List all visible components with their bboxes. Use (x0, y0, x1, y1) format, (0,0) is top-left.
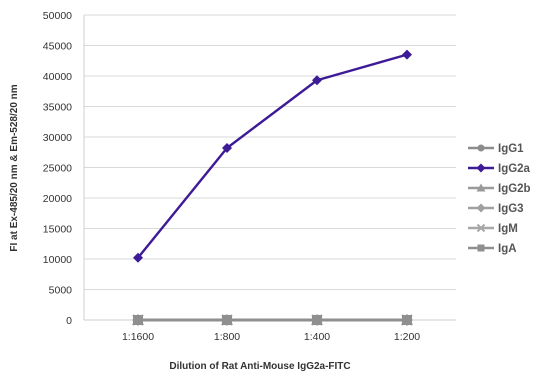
legend: IgG1 IgG2a IgG2b IgG3 IgM IgA (468, 143, 531, 255)
series-line (137, 53, 408, 259)
x-tick-label: 1:200 (394, 331, 420, 343)
y-tick-labels: 0 5000 10000 15000 20000 25000 30000 35000 40000… (43, 10, 72, 327)
y-axis-title: FI at Ex-485/20 nm & Em-528/20 nm (9, 84, 20, 251)
legend-label: IgG1 (498, 143, 524, 155)
legend-marker (477, 244, 485, 252)
series-iga (133, 315, 412, 325)
x-tick-labels: 1:1600 1:800 1:400 1:200 (122, 331, 420, 343)
y-tick-label: 35000 (43, 102, 72, 114)
x-tick-label: 1:800 (214, 331, 240, 343)
x-tick-label: 1:400 (304, 331, 330, 343)
legend-label: IgG2a (498, 163, 531, 175)
legend-item-igm: IgM (468, 223, 518, 235)
y-tick-label: 10000 (43, 254, 72, 266)
legend-label: IgG2b (498, 183, 531, 195)
y-tick-label: 25000 (43, 163, 72, 175)
legend-marker (476, 203, 486, 213)
y-tick-label: 0 (66, 315, 72, 327)
x-tick-label: 1:1600 (122, 331, 154, 343)
data-point (222, 142, 232, 153)
y-tick-label: 40000 (43, 71, 72, 83)
legend-item-igg1: IgG1 (468, 143, 524, 155)
legend-label: IgG3 (498, 203, 524, 215)
legend-item-iga: IgA (468, 243, 517, 255)
legend-item-igg2a: IgG2a (468, 163, 531, 175)
y-tick-label: 30000 (43, 132, 72, 144)
legend-item-igg2b: IgG2b (468, 183, 531, 195)
x-axis-title: Dilution of Rat Anti-Mouse IgG2a-FITC (169, 361, 350, 372)
series (132, 49, 413, 326)
y-tick-label: 45000 (43, 41, 72, 53)
data-point (402, 49, 412, 60)
data-point (133, 252, 143, 263)
legend-label: IgM (498, 223, 518, 235)
legend-marker (477, 144, 485, 152)
data-point (312, 315, 322, 325)
legend-marker (476, 183, 486, 192)
legend-item-igg3: IgG3 (468, 203, 524, 215)
legend-marker (476, 223, 486, 233)
data-point (222, 315, 232, 325)
legend-marker (476, 163, 486, 173)
series-igg2a (133, 49, 412, 263)
y-tick-label: 5000 (49, 285, 73, 297)
data-point (133, 315, 143, 325)
data-point (402, 315, 412, 325)
y-tick-label: 50000 (43, 10, 72, 22)
data-point (312, 75, 322, 86)
gridlines (84, 14, 456, 290)
y-tick-label: 15000 (43, 224, 72, 236)
legend-label: IgA (498, 243, 517, 255)
y-tick-label: 20000 (43, 193, 72, 205)
